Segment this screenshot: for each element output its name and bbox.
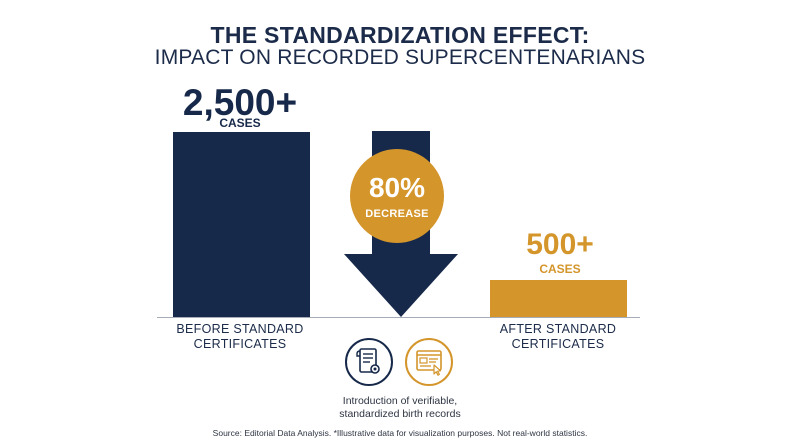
decrease-badge xyxy=(350,149,444,243)
certificate-icon xyxy=(345,338,393,386)
bar-value-label-after: 500+ xyxy=(526,228,594,261)
chart-baseline xyxy=(157,317,640,318)
category-label-after-line2: CERTIFICATES xyxy=(511,337,605,351)
icons-caption-line1: Introduction of verifiable, xyxy=(342,395,458,407)
source-note: Source: Editorial Data Analysis. *Illust… xyxy=(212,428,588,438)
chart-subtitle: IMPACT ON RECORDED SUPERCENTENARIANS xyxy=(154,46,646,69)
category-label-before: BEFORE STANDARD CERTIFICATES xyxy=(150,322,330,352)
bar-before xyxy=(173,132,310,317)
decrease-label: DECREASE xyxy=(365,208,429,220)
category-label-before-line1: BEFORE STANDARD xyxy=(176,322,304,336)
bar-after xyxy=(490,280,627,317)
web-form-icon-graphic xyxy=(416,350,442,376)
decrease-value: 80% xyxy=(368,172,426,203)
bar-value-label-before: 2,500+ xyxy=(182,82,298,123)
web-form-icon xyxy=(405,338,453,386)
icons-caption-line2: standardized birth records xyxy=(339,407,461,420)
bar-unit-label-after: CASES xyxy=(539,262,581,276)
category-label-after-line1: AFTER STANDARD xyxy=(499,322,617,336)
chart-title: THE STANDARDIZATION EFFECT: xyxy=(210,22,590,48)
category-label-before-line2: CERTIFICATES xyxy=(193,337,287,351)
category-label-after: AFTER STANDARD CERTIFICATES xyxy=(468,322,648,352)
bar-unit-label-before: CASES xyxy=(219,116,261,130)
certificate-icon-graphic xyxy=(356,348,380,374)
icons-caption: Introduction of verifiable, standardized… xyxy=(300,395,500,420)
